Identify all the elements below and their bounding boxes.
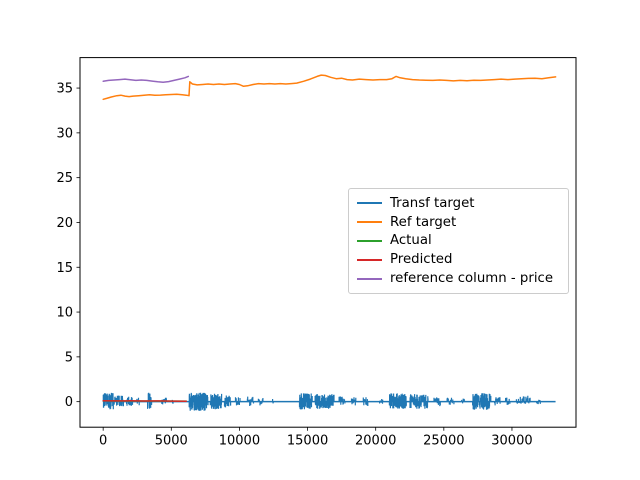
legend-line-swatch — [357, 277, 382, 280]
legend-label: Actual — [390, 233, 432, 249]
x-tick-label: 15000 — [287, 434, 328, 449]
legend-line-swatch — [357, 202, 382, 205]
legend-entry: Ref target — [357, 213, 560, 232]
y-tick-label: 0 — [65, 395, 73, 410]
legend-entry: Transf target — [357, 194, 560, 213]
x-tick-label: 30000 — [491, 434, 532, 449]
series-reference-column-price — [102, 75, 190, 83]
legend-label: Transf target — [390, 195, 475, 211]
x-tick-label: 10000 — [219, 434, 260, 449]
legend-line-swatch — [357, 221, 382, 224]
plot-area: 0 5000 10000 15000 20000 25000 30000 0 5 10 15 20 25… — [56, 57, 577, 449]
y-tick-label: 20 — [56, 216, 73, 231]
x-tick-label: 25000 — [423, 434, 464, 449]
plot-border — [79, 57, 577, 428]
legend-entry: reference column - price — [357, 269, 560, 288]
legend-label: Predicted — [390, 252, 453, 268]
legend-label: reference column - price — [390, 270, 554, 286]
legend-line-swatch — [357, 258, 382, 261]
series-ref-target — [102, 74, 557, 101]
y-tick-label: 10 — [56, 306, 73, 321]
legend-entry: Actual — [357, 232, 560, 251]
legend-label: Ref target — [390, 214, 457, 230]
y-tick-label: 25 — [56, 171, 73, 186]
x-tick-label: 0 — [99, 434, 107, 449]
series-noise-spikes — [102, 392, 541, 411]
y-tick-label: 35 — [56, 82, 73, 97]
legend: Transf target Ref target Actual Predicte… — [348, 188, 569, 294]
x-tick-label: 20000 — [355, 434, 396, 449]
legend-line-swatch — [357, 239, 382, 242]
x-tick-label: 5000 — [155, 434, 188, 449]
y-tick-label: 5 — [65, 350, 73, 365]
y-tick-label: 15 — [56, 261, 73, 276]
y-tick-label: 30 — [56, 126, 73, 141]
legend-entry: Predicted — [357, 250, 560, 269]
